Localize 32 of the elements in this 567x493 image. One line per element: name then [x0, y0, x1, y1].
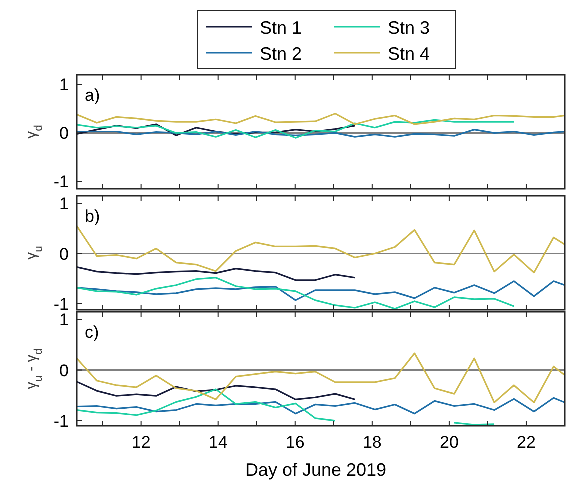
y-tick-label: -1 — [54, 412, 69, 431]
line-series — [77, 113, 565, 126]
legend-label: Stn 3 — [388, 18, 430, 38]
y-tick-label: 1 — [60, 194, 69, 214]
x-tick-label: 12 — [132, 433, 151, 452]
x-tick-label: 16 — [286, 433, 305, 452]
y-tick-label: 1 — [60, 76, 69, 95]
y-tick-label: 0 — [60, 361, 69, 380]
line-series — [77, 266, 356, 282]
line-series — [77, 225, 565, 274]
legend-label: Stn 4 — [388, 44, 430, 64]
line-series — [77, 119, 515, 139]
line-series — [77, 280, 565, 302]
line-series — [77, 381, 356, 400]
x-axis-title: Day of June 2019 — [245, 460, 387, 480]
line-series — [77, 124, 356, 136]
line-series — [77, 129, 565, 138]
annotation: b) — [85, 207, 100, 226]
line-series — [77, 277, 515, 310]
legend-label: Stn 2 — [260, 44, 302, 64]
x-tick-label: 22 — [517, 433, 536, 452]
line-series — [77, 397, 565, 415]
legend-label: Stn 1 — [260, 18, 302, 38]
line-series — [77, 352, 565, 404]
y-tick-label: 0 — [60, 124, 69, 144]
annotation: c) — [85, 323, 100, 342]
x-tick-label: 20 — [440, 433, 459, 452]
annotation: a) — [85, 86, 100, 105]
y-tick-label: -1 — [54, 172, 69, 192]
x-tick-label: 18 — [362, 433, 382, 452]
y-tick-label: 0 — [60, 244, 69, 264]
x-tick-label: 14 — [208, 433, 228, 452]
